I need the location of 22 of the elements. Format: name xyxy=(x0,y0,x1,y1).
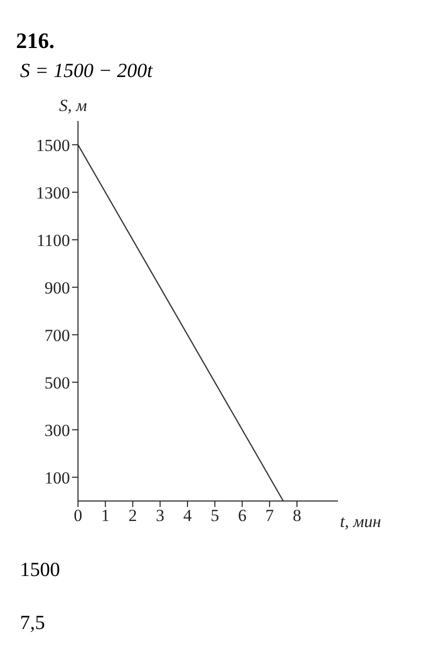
y-tick-label: 700 xyxy=(44,326,70,345)
y-tick-label: 1100 xyxy=(36,230,70,250)
x-tick-label: 1 xyxy=(101,506,110,526)
x-tick-label: 3 xyxy=(156,506,164,526)
x-axis-title: t, мин xyxy=(340,512,382,532)
x-tick-label: 0 xyxy=(74,506,82,526)
y-tick-label: 1500 xyxy=(36,136,70,155)
chart-title: 216. xyxy=(16,28,56,54)
x-tick-label: 2 xyxy=(128,506,137,526)
x-tick-label: 8 xyxy=(292,506,302,526)
x-tick-label: 6 xyxy=(238,506,246,526)
x-tick-label: 7 xyxy=(265,506,274,526)
y-tick-label: 500 xyxy=(44,373,70,392)
x-tick-label: 4 xyxy=(183,506,192,526)
chart-subtitle: S = 1500 − 200t xyxy=(20,60,154,83)
y-tick-label: 1300 xyxy=(36,183,70,202)
text: 7,5 xyxy=(20,612,46,635)
y-axis-title: S, м xyxy=(59,96,88,115)
y-tick-label: 100 xyxy=(44,468,70,488)
x-tick-label: 5 xyxy=(210,506,220,526)
y-tick-label: 300 xyxy=(44,420,70,440)
y-tick-label: 900 xyxy=(44,278,70,298)
